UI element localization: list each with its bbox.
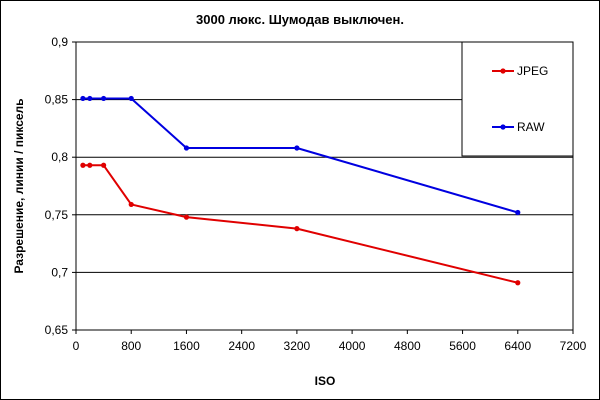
data-point-jpeg [80,162,86,168]
y-tick-label: 0,7 [51,265,68,279]
legend-label: RAW [517,120,545,134]
series-line-raw [82,97,519,214]
legend: JPEG RAW [461,41,574,157]
data-point-raw [183,145,190,151]
legend-swatch-marker [500,68,506,74]
data-point-raw [87,95,93,102]
data-point-raw [80,95,86,102]
series-jpeg [80,162,521,286]
data-point-raw [128,95,134,102]
data-point-raw [101,95,107,102]
data-point-raw [515,209,521,216]
y-tick-label: 0,8 [51,150,68,164]
data-point-jpeg [183,214,190,220]
x-tick-label: 5600 [449,339,476,353]
data-point-jpeg [101,162,107,168]
legend-item-raw: RAW [492,120,545,134]
plot-border [75,41,574,331]
x-axis-label: ISO [315,374,336,388]
x-tick-label: 1600 [173,339,200,353]
legend-box [461,41,574,157]
legend-label: JPEG [517,64,548,78]
series-line-jpeg [82,164,519,284]
plot-area: 0,65 0,7 0,75 0,8 0,85 0,9 0 800 1600 2400 3200 400… [45,35,587,353]
x-tick-label: 4000 [339,339,366,353]
data-point-jpeg [128,201,134,208]
legend-swatch-marker [500,124,506,130]
x-tick-label: 0 [73,339,80,353]
y-axis-label: Разрешение, линии / пиксель [12,98,26,273]
y-tick-label: 0,65 [45,323,69,337]
data-point-jpeg [294,226,300,232]
x-tick-label: 6400 [504,339,531,353]
y-tick-label: 0,85 [45,93,69,107]
x-tick-label: 3200 [284,339,311,353]
x-tick-label: 800 [121,339,141,353]
x-tick-label: 2400 [228,339,255,353]
y-tick-label: 0,75 [45,208,69,222]
data-point-jpeg [515,280,521,286]
x-tick-label: 7200 [560,339,587,353]
legend-item-jpeg: JPEG [492,64,548,78]
x-tick-label: 4800 [394,339,421,353]
data-point-jpeg [87,162,93,168]
y-tick-label: 0,9 [51,35,68,49]
data-point-raw [294,145,300,151]
chart-title: 3000 люкс. Шумодав выключен. [196,12,404,27]
series-raw [80,95,521,216]
